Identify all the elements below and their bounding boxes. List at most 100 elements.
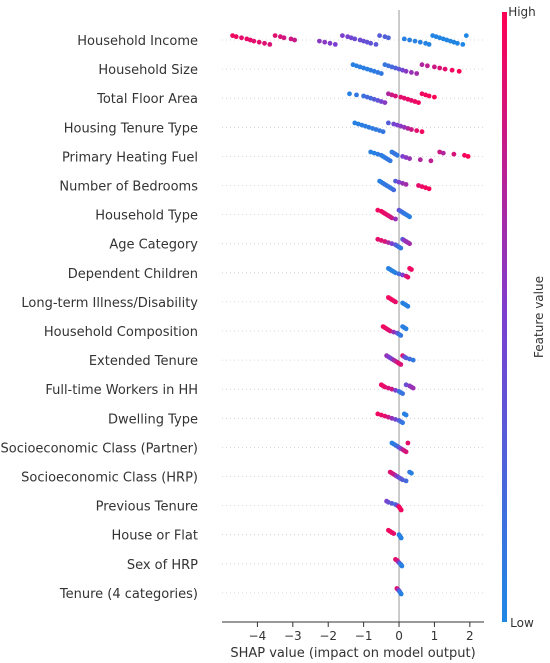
shap-point — [409, 98, 414, 103]
feature-label: Primary Heating Fuel — [62, 150, 198, 165]
shap-point — [455, 40, 460, 46]
shap-point — [403, 449, 409, 455]
feature-label: Socioeconomic Class (HRP) — [21, 471, 198, 486]
shap-point — [410, 385, 416, 391]
shap-point — [391, 531, 397, 536]
shap-point — [233, 34, 239, 40]
shap-point — [386, 35, 391, 41]
shap-point — [371, 96, 377, 102]
shap-point — [426, 42, 432, 47]
shap-point — [403, 326, 409, 332]
shap-point — [322, 39, 328, 45]
shap-point — [373, 42, 379, 47]
shap-point — [437, 149, 443, 155]
shap-point — [354, 92, 359, 98]
feature-label: Socioeconomic Class (Partner) — [1, 441, 199, 456]
shap-point — [405, 303, 411, 309]
shap-point — [393, 216, 398, 222]
shap-point — [393, 299, 398, 305]
shap-point — [386, 120, 391, 126]
shap-point — [407, 156, 412, 162]
shap-point — [371, 150, 377, 156]
shap-point — [403, 68, 409, 74]
shap-point — [463, 33, 469, 38]
shap-point — [378, 71, 384, 76]
shap-point — [460, 42, 466, 47]
shap-point — [281, 35, 287, 41]
shap-point — [394, 152, 400, 158]
feature-label: Household Income — [77, 34, 198, 49]
shap-point — [403, 412, 409, 418]
shap-point — [332, 42, 338, 47]
shap-point — [239, 35, 244, 41]
shap-point — [409, 267, 414, 272]
shap-point — [389, 386, 395, 392]
shap-point — [292, 37, 297, 43]
shap-point — [348, 35, 354, 41]
shap-point — [317, 38, 322, 44]
shap-point — [409, 470, 414, 476]
feature-label: Dwelling Type — [108, 412, 198, 427]
shap-point — [412, 38, 418, 44]
x-axis-label: SHAP value (impact on model output) — [230, 646, 475, 661]
shap-point — [410, 357, 416, 363]
shap-point — [256, 39, 262, 45]
colorbar-title: Feature value — [532, 276, 546, 358]
shap-point — [389, 415, 395, 421]
shap-point — [389, 501, 395, 506]
shap-point — [432, 64, 437, 70]
shap-point — [400, 391, 405, 396]
shap-point — [391, 121, 397, 127]
shap-point — [352, 36, 358, 42]
shap-point — [389, 92, 395, 98]
shap-point — [230, 33, 236, 38]
x-tick-label: −4 — [249, 629, 267, 643]
shap-point — [401, 36, 407, 42]
shap-point — [389, 241, 395, 247]
shap-point — [426, 186, 432, 192]
shap-point — [378, 238, 384, 243]
colorbar-high-label: High — [508, 5, 536, 19]
feature-label: Household Type — [95, 209, 198, 224]
feature-label: Sex of HRP — [127, 558, 198, 573]
shap-point — [389, 215, 395, 221]
shap-point — [440, 150, 446, 156]
shap-point — [405, 440, 411, 446]
shap-point — [419, 91, 425, 97]
shap-points — [230, 33, 471, 597]
shap-point — [426, 93, 432, 99]
shap-point — [396, 179, 402, 185]
shap-point — [407, 214, 412, 220]
feature-label: Housing Tenure Type — [64, 121, 198, 136]
shap-point — [262, 40, 267, 46]
shap-point — [414, 128, 420, 134]
shap-point — [288, 36, 294, 42]
shap-point — [398, 333, 404, 338]
shap-point — [373, 127, 379, 132]
shap-point — [409, 127, 414, 132]
feature-label: Number of Bedrooms — [59, 180, 198, 195]
feature-label: Dependent Children — [68, 267, 198, 282]
shap-point — [355, 121, 361, 127]
shap-point — [451, 151, 457, 157]
colorbar-gradient — [502, 12, 507, 622]
feature-label: Household Composition — [44, 325, 198, 340]
shap-point — [393, 93, 398, 99]
shap-point — [371, 68, 377, 74]
shap-point — [414, 71, 420, 76]
shap-point — [278, 34, 283, 40]
shap-point — [437, 65, 443, 71]
shap-point — [361, 38, 366, 44]
shap-point — [437, 35, 443, 41]
shap-point — [391, 329, 397, 335]
shap-point — [387, 158, 393, 164]
feature-label: Tenure (4 categories) — [59, 587, 198, 602]
shap-point — [247, 37, 253, 43]
shap-point — [405, 274, 411, 280]
shap-point — [403, 478, 409, 484]
shap-point — [389, 64, 395, 70]
shap-point — [380, 129, 386, 135]
shap-point — [403, 182, 409, 187]
feature-label: Extended Tenure — [89, 354, 198, 369]
shap-point — [465, 154, 471, 159]
